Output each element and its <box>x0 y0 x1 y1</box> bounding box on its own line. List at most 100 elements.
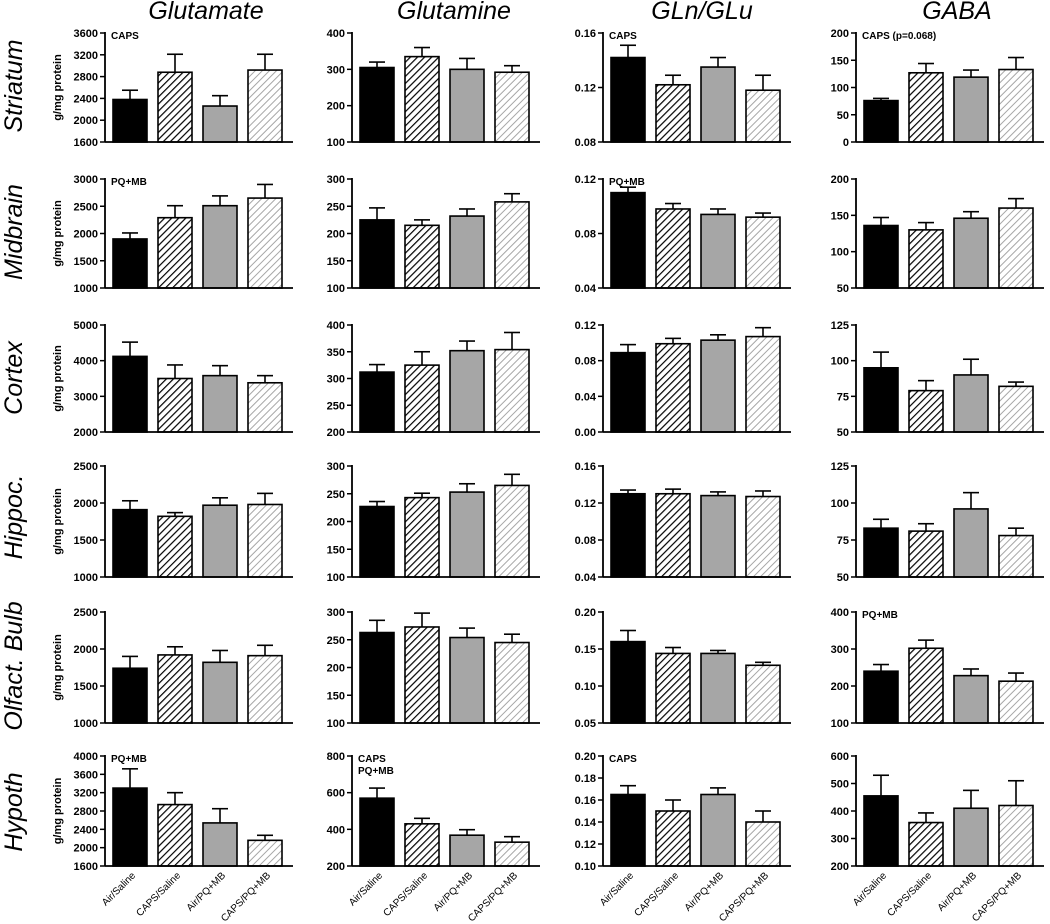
y-tick-label: 3200 <box>74 788 98 800</box>
y-tick-label: 400 <box>831 806 849 818</box>
bar-3 <box>700 494 736 578</box>
y-tick-label: 800 <box>327 751 345 763</box>
annotation: CAPS <box>609 31 637 42</box>
y-tick-label: 0.12 <box>575 839 596 851</box>
bar-2 <box>404 55 440 143</box>
bar-1 <box>610 191 646 289</box>
bar-1 <box>359 797 395 867</box>
bar-2 <box>655 652 691 724</box>
y-tick-label: 0.08 <box>575 229 596 241</box>
bar-3 <box>953 76 989 143</box>
bar-4 <box>998 207 1034 289</box>
y-tick-label: 300 <box>831 834 849 846</box>
bar-1 <box>359 505 395 578</box>
y-tick-label: 0.14 <box>575 817 597 829</box>
bar-4 <box>998 68 1034 143</box>
y-tick-label: 200 <box>831 681 849 693</box>
y-tick-label: 200 <box>831 174 849 186</box>
row-title-cortex: Cortex <box>0 340 28 415</box>
bar-3 <box>449 636 485 724</box>
panel-cortex-glutamine: 200 250 300 350 400 <box>327 320 540 439</box>
y-tick-label: 400 <box>327 320 345 332</box>
bar-4 <box>494 348 530 433</box>
y-tick-label: 200 <box>327 861 345 873</box>
y-tick-label: 0.18 <box>575 773 596 785</box>
y-tick-label: 4000 <box>74 356 98 368</box>
y-tick-label: 75 <box>837 535 849 547</box>
y-tick-label: 0.16 <box>575 795 596 807</box>
bar-3 <box>953 807 989 867</box>
y-axis-label: g/mg protein <box>52 488 64 555</box>
bar-3 <box>449 491 485 578</box>
panel-striatum-glutamate: 1600 2000 2400 2800 3200 3600 g/mg protein CAPS <box>52 28 293 149</box>
category-label: CAPS/Saline <box>885 870 934 919</box>
y-tick-label: 2400 <box>74 93 98 105</box>
y-tick-label: 350 <box>327 347 345 359</box>
y-axis-label: g/mg protein <box>52 777 64 844</box>
y-tick-label: 0.08 <box>575 356 596 368</box>
bar-1 <box>359 371 395 433</box>
bar-1 <box>863 366 899 433</box>
y-tick-label: 0.12 <box>575 83 596 95</box>
y-tick-label: 2400 <box>74 824 98 836</box>
bar-1 <box>112 508 148 578</box>
panel-striatum-gaba: 0 50 100 150 200 CAPS (p=0.068) <box>831 28 1044 149</box>
y-tick-label: 1000 <box>74 283 98 295</box>
panel-midbrain-glutamate: 1000 1500 2000 2500 3000 g/mg protein PQ+MB <box>52 174 293 295</box>
y-tick-label: 100 <box>327 283 345 295</box>
bar-2 <box>404 496 440 578</box>
row-title-striatum: Striatum <box>0 39 28 132</box>
bar-2 <box>908 821 944 867</box>
y-tick-label: 100 <box>327 718 345 730</box>
y-tick-label: 3600 <box>74 769 98 781</box>
y-tick-label: 2000 <box>74 644 98 656</box>
y-tick-label: 50 <box>837 110 849 122</box>
bar-3 <box>953 508 989 578</box>
panel-olfact-bulb-gln-glu: 0.05 0.10 0.15 0.20 <box>575 607 791 730</box>
bar-4 <box>998 804 1034 867</box>
y-tick-label: 1000 <box>74 572 98 584</box>
y-tick-label: 0.05 <box>575 718 596 730</box>
row-title-midbrain: Midbrain <box>0 184 28 280</box>
y-tick-label: 100 <box>831 247 849 259</box>
panel-midbrain-gln-glu: 0.04 0.08 0.12 PQ+MB <box>575 174 791 295</box>
y-tick-label: 3000 <box>74 174 98 186</box>
y-tick-label: 1600 <box>74 861 98 873</box>
annotation: PQ+MB <box>358 766 394 777</box>
bar-1 <box>863 670 899 724</box>
bar-1 <box>610 640 646 724</box>
y-tick-label: 300 <box>327 64 345 76</box>
bar-2 <box>908 647 944 724</box>
bar-1 <box>112 355 148 433</box>
bar-1 <box>112 238 148 289</box>
category-label: Air/Saline <box>100 870 138 908</box>
panel-midbrain-glutamine: 100 150 200 250 300 <box>327 174 540 295</box>
y-tick-label: 0.10 <box>575 681 596 693</box>
y-tick-label: 0.04 <box>575 283 597 295</box>
bar-4 <box>494 71 530 143</box>
bar-2 <box>655 342 691 433</box>
y-tick-label: 300 <box>327 461 345 473</box>
bar-2 <box>404 823 440 867</box>
column-title-gln-glu: GLn/GLu <box>651 0 753 25</box>
y-axis-label: g/mg protein <box>52 200 64 267</box>
bar-4 <box>247 839 283 867</box>
y-tick-label: 0.08 <box>575 535 596 547</box>
bar-2 <box>157 803 193 867</box>
y-tick-label: 2000 <box>74 229 98 241</box>
y-tick-label: 250 <box>327 201 345 213</box>
bar-4 <box>247 654 283 724</box>
panel-cortex-gaba: 50 75 100 125 <box>831 320 1044 439</box>
bar-2 <box>908 71 944 143</box>
y-axis-label: g/mg protein <box>52 634 64 701</box>
bar-1 <box>112 98 148 143</box>
bar-3 <box>202 105 238 143</box>
annotation: CAPS <box>609 754 637 765</box>
y-tick-label: 75 <box>837 391 849 403</box>
y-tick-label: 300 <box>327 174 345 186</box>
bar-2 <box>655 492 691 578</box>
bar-1 <box>610 793 646 867</box>
y-tick-label: 0.04 <box>575 391 597 403</box>
